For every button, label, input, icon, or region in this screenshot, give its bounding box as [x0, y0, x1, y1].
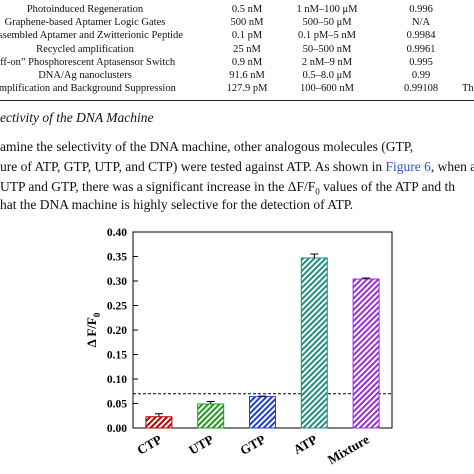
section-heading: ectivity of the DNA Machine [0, 110, 154, 125]
y-tick-label: 0.20 [107, 325, 127, 337]
table-row: Graphene-based Aptamer Logic Gates 500 nM… [0, 16, 474, 29]
table-cell: 0.99 [411, 70, 431, 81]
y-tick-label: 0.35 [107, 252, 127, 264]
table-cell: Recycled amplification [36, 43, 134, 55]
table-cell: 0.99108 [403, 83, 439, 95]
y-axis-label-main: Δ F/F [84, 317, 99, 347]
table-cell: DNA/Ag nanoclusters [38, 70, 132, 81]
table-cell: 0.9961 [406, 43, 436, 55]
text-span: UTP and GTP, there was a significant inc… [0, 179, 316, 194]
y-tick-label: 0.25 [107, 301, 127, 313]
table-cell: Graphene-based Aptamer Logic Gates [4, 17, 166, 29]
table-cell: 0.1 pM [231, 30, 263, 42]
paragraph-line: amine the selectivity of the DNA machine… [0, 139, 413, 155]
table-cell: 0.5–8.0 μM [302, 70, 352, 81]
table-rule [0, 100, 474, 101]
x-tick-label: ATP [291, 432, 320, 458]
x-tick-label: UTP [186, 432, 216, 458]
text-span: values of the ATP and th [319, 179, 455, 194]
table-cell: 100–600 nM [300, 83, 354, 95]
text-span: 0 [315, 186, 320, 197]
table-cell: 0.995 [409, 56, 433, 68]
y-tick-label: 0.40 [107, 227, 127, 239]
table-cell: Th [462, 83, 474, 95]
error-bar [310, 253, 319, 258]
table-row: f-assembled Aptamer and Zwitterionic Pep… [0, 29, 474, 42]
text-span: amine the selectivity of the DNA machine… [0, 139, 414, 154]
table-cell: 0.9 nM [231, 56, 263, 68]
y-tick-label: 0.30 [107, 276, 127, 288]
bar [352, 278, 380, 429]
table-cell: 91.6 nM [229, 70, 265, 81]
table-cell: Photoinduced Regeneration [26, 4, 144, 15]
bar [145, 416, 173, 429]
table-cell: 0.9984 [406, 30, 436, 42]
paragraph-line: ure of ATP, GTP, UTP, and CTP) were test… [0, 159, 474, 175]
error-bar [206, 401, 215, 404]
table-cell: 25 nM [233, 43, 261, 55]
x-tick-label: GTP [237, 432, 268, 458]
table-row: Recycled amplification 25 nM 50–500 nM 0.99… [0, 43, 474, 56]
table-row: DNA/Ag nanoclusters 91.6 nM 0.5–8.0 μM 0.99 [0, 69, 474, 82]
table-row: Photoinduced Regeneration 0.5 nM 1 nM–100 … [0, 3, 474, 16]
table-cell: 2 nM–9 nM [301, 56, 353, 68]
x-tick-label: CTP [134, 432, 164, 458]
table-cell: f-assembled Aptamer and Zwitterionic Pep… [0, 30, 183, 42]
table-cell: 0.1 pM–5 nM [297, 30, 357, 42]
table-cell: amplification and Background Suppression [0, 83, 176, 95]
error-bar [154, 413, 163, 417]
bar [197, 403, 225, 429]
paragraph-line: UTP and GTP, there was a significant inc… [0, 179, 455, 197]
y-axis-label-sub: 0 [92, 312, 102, 317]
error-bar [362, 277, 371, 280]
table-cell: 500–50 μM [302, 17, 352, 29]
paragraph-line: hat the DNA machine is highly selective … [0, 197, 353, 213]
x-tick-label: Mixture [325, 431, 372, 467]
bar [249, 396, 276, 429]
table-row: amplification and Background Suppression… [0, 82, 474, 95]
text-span: ure of ATP, GTP, UTP, and CTP) were test… [0, 159, 386, 174]
text-span: Figure 6 [385, 159, 431, 174]
table-cell: N/A [411, 17, 431, 29]
table-cell: 127.9 pM [226, 83, 268, 95]
y-tick-label: 0.05 [107, 399, 127, 411]
table-cell: 0.5 nM [231, 4, 263, 15]
y-tick-label: 0.15 [107, 350, 127, 362]
table-cell: 1 nM–100 μM [296, 4, 358, 15]
y-tick-label: 0.00 [107, 423, 127, 435]
text-span: , when a [430, 159, 474, 174]
bar [300, 257, 328, 429]
table-row: off-on” Phosphorescent Aptasensor Switch… [0, 56, 474, 69]
y-tick-label: 0.10 [107, 374, 127, 386]
text-span: hat the DNA machine is highly selective … [0, 197, 354, 212]
y-axis-label: Δ F/F0 [84, 312, 102, 347]
table-cell: off-on” Phosphorescent Aptasensor Switch [0, 56, 176, 68]
table-cell: 50–500 nM [302, 43, 352, 55]
table-cell: 500 nM [230, 17, 264, 29]
table-cell: 0.996 [409, 4, 433, 15]
